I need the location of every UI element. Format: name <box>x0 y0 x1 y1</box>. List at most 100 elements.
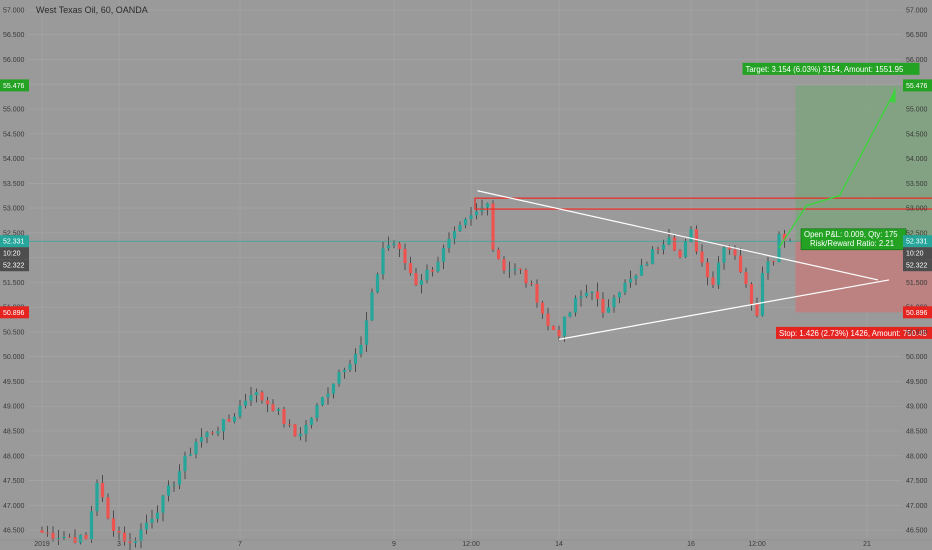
y-tick-label-right: 52.500 <box>906 230 928 237</box>
y-tick-label-right: 54.500 <box>906 131 928 138</box>
candle-body <box>595 291 600 300</box>
candle-body <box>51 532 55 539</box>
y-tick-label-right: 49.000 <box>906 404 928 411</box>
candle-body <box>408 263 413 274</box>
candle-body <box>397 243 402 249</box>
candle-body <box>760 272 765 316</box>
candle-body <box>414 273 418 285</box>
candle-body <box>144 522 149 530</box>
candle-body <box>364 320 369 345</box>
candle-body <box>210 432 215 434</box>
candle-body <box>727 247 732 250</box>
candle-body <box>518 268 523 270</box>
candle-body <box>573 298 578 313</box>
x-tick-label: 14 <box>555 541 563 548</box>
y-tick-label-left: 47.500 <box>3 478 25 485</box>
candle-body <box>771 261 776 263</box>
candle-body <box>205 432 209 438</box>
drawings[interactable]: Target: 3.154 (6.03%) 3154, Amount: 1551… <box>474 62 932 340</box>
x-tick-label: 12:00 <box>748 541 766 548</box>
candle-body <box>678 250 682 258</box>
candle-body <box>67 536 72 538</box>
candle-body <box>639 265 644 276</box>
candle-body <box>161 495 165 513</box>
candle-body <box>430 269 435 272</box>
candle-body <box>62 536 66 539</box>
y-tick-label-left: 56.500 <box>3 32 25 39</box>
y-tick-label-right: 56.500 <box>906 32 928 39</box>
candle-body <box>452 231 457 239</box>
stop-price-badge-left: 50.896 <box>3 310 25 317</box>
candle-body <box>282 409 286 424</box>
target-price-badge-right-box <box>903 79 932 92</box>
y-tick-label-left: 48.000 <box>3 453 25 460</box>
candle-body <box>623 282 627 293</box>
candle-body <box>45 532 50 534</box>
y-tick-label-left: 49.000 <box>3 404 25 411</box>
target-price-badge-left-box <box>0 79 29 92</box>
risk-reward-label: Risk/Reward Ratio: 2.21 <box>810 239 894 248</box>
candle-body <box>359 344 363 354</box>
candle-body <box>249 395 253 401</box>
y-tick-label-left: 53.500 <box>3 181 25 188</box>
bid-price-badge-left-box <box>0 259 29 272</box>
y-tick-label-right: 48.000 <box>906 453 928 460</box>
candle-body <box>755 303 759 316</box>
y-tick-label-right: 53.000 <box>906 206 928 213</box>
candle-body <box>590 291 594 293</box>
y-tick-label-right: 51.500 <box>906 280 928 287</box>
stop-price-badge-left-box <box>0 306 29 319</box>
candle-body <box>348 364 352 370</box>
candle-body <box>254 392 259 396</box>
candle-body <box>491 203 495 250</box>
y-tick-label-left: 50.500 <box>3 329 25 336</box>
target-price-badge-left: 55.476 <box>3 83 25 90</box>
x-tick-label: 7 <box>238 541 242 548</box>
bid-price-badge-left: 52.322 <box>3 263 25 270</box>
x-tick-label: 3 <box>117 541 121 548</box>
last-price-time-badge-right-box <box>903 247 932 260</box>
candle-body <box>502 259 506 271</box>
candle-body <box>672 237 677 251</box>
candle-body <box>353 353 358 365</box>
candle-body <box>320 397 325 406</box>
candle-body <box>738 255 743 273</box>
candle-body <box>529 283 534 285</box>
y-tick-label-left: 51.500 <box>3 280 25 287</box>
candle-body <box>683 241 688 258</box>
y-tick-label-left: 48.500 <box>3 429 25 436</box>
candle-body <box>122 532 127 542</box>
candle-body <box>485 203 490 208</box>
candle-body <box>293 424 297 437</box>
candle-body <box>188 454 193 456</box>
x-tick-label: 21 <box>863 541 871 548</box>
y-tick-label-right: 50.000 <box>906 354 928 361</box>
y-tick-label-right: 46.500 <box>906 528 928 535</box>
position-zones <box>795 85 932 313</box>
candle-body <box>403 248 407 264</box>
candle-body <box>474 211 479 216</box>
candle-body <box>419 280 424 285</box>
candle-body <box>40 530 44 533</box>
candle-body <box>194 441 198 455</box>
candle-body <box>463 219 468 225</box>
candle-body <box>546 313 550 327</box>
candles <box>28 199 902 550</box>
y-tick-label-left: 50.000 <box>3 354 25 361</box>
last-price-time-badge-left: 10:20 <box>3 251 21 258</box>
candle-body <box>271 404 275 411</box>
candle-body <box>606 307 611 313</box>
candle-body <box>100 482 105 498</box>
bid-price-badge-right: 52.322 <box>906 263 928 270</box>
candle-body <box>150 518 154 523</box>
x-tick-label: 9 <box>392 541 396 548</box>
y-tick-label-left: 47.000 <box>3 503 25 510</box>
y-tick-label-left: 46.500 <box>3 528 25 535</box>
candle-body <box>232 416 237 422</box>
bid-price-badge-right-box <box>903 259 932 272</box>
stop-label-box <box>776 326 932 339</box>
candle-body <box>227 419 231 422</box>
candle-body <box>166 485 171 496</box>
candle-body <box>766 261 770 273</box>
